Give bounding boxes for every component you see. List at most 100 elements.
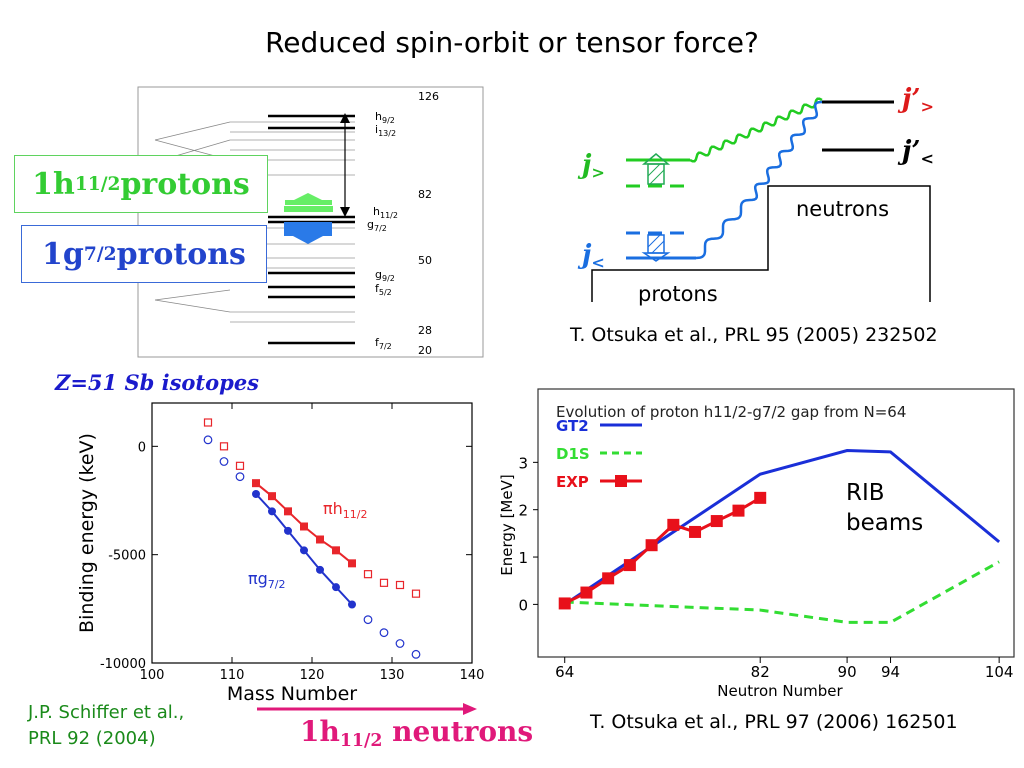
citation-prl95: T. Otsuka et al., PRL 95 (2005) 232502	[570, 324, 938, 346]
x-tick-label: 94	[881, 663, 900, 681]
x-tick-label: 104	[985, 663, 1014, 681]
level-label: 20	[418, 344, 432, 357]
data-point	[580, 586, 593, 599]
data-point	[732, 504, 745, 517]
neutron-label: 1h11/2 neutrons	[300, 715, 534, 752]
data-point-open	[395, 580, 405, 590]
data-point-filled	[268, 507, 276, 516]
hatched-up-arrow	[641, 153, 671, 165]
rib-beams-note: RIB beams	[846, 480, 924, 536]
y-tick-label: 0	[138, 440, 146, 455]
level-label: i13/2	[375, 123, 396, 138]
legend-entry: D1S	[556, 445, 590, 463]
data-point-open	[235, 472, 245, 482]
x-tick-label: 140	[460, 668, 485, 683]
neutron-arrow	[257, 703, 477, 715]
data-point	[667, 518, 680, 531]
data-point	[754, 491, 767, 504]
gap-arrow-head-top	[340, 113, 350, 123]
x-tick-label: 120	[300, 668, 325, 683]
right-chart-title: Evolution of proton h11/2-g7/2 gap from …	[556, 403, 906, 421]
label-j-prime-gt: j’>	[902, 84, 934, 116]
data-point-open	[203, 435, 213, 445]
right-plot-frame	[537, 388, 1015, 658]
y-tick-label: 1	[518, 549, 528, 567]
left-chart: 100 110 120 130 140 0 -5000 -10000 Mass Number Bi…	[76, 402, 485, 705]
data-point	[710, 515, 723, 528]
level-label: g7/2	[367, 218, 387, 233]
data-point-filled	[316, 565, 324, 574]
blue-wavy-line	[695, 100, 823, 260]
x-tick-label: 110	[220, 668, 245, 683]
x-tick-label: 90	[838, 663, 857, 681]
level-label: f7/2	[375, 336, 392, 351]
hatched-down-arrow	[641, 252, 671, 262]
data-point	[645, 539, 658, 552]
x-axis-label: Mass Number	[227, 683, 357, 705]
y-tick-label: -5000	[108, 549, 146, 564]
level-label: 28	[418, 324, 432, 337]
data-point-filled	[252, 490, 260, 498]
x-tick-label: 64	[555, 663, 574, 681]
legend-entry: GT2	[556, 417, 589, 435]
data-point	[623, 559, 636, 572]
label-j-lt: j<	[582, 240, 605, 272]
data-point-filled	[332, 546, 340, 555]
series-line	[564, 560, 1000, 624]
potential-well-outline	[591, 185, 931, 302]
right-chart: Evolution of proton h11/2-g7/2 gap from …	[498, 388, 1015, 700]
x-tick-label: 100	[140, 668, 165, 683]
slide-title: Reduced spin-orbit or tensor force?	[265, 26, 759, 59]
y-tick-label: -10000	[100, 657, 146, 672]
level-label: h9/2	[375, 110, 395, 125]
level-label: f5/2	[375, 282, 392, 297]
data-point-open	[363, 615, 373, 625]
y-axis-label: Binding energy (keV)	[76, 433, 98, 633]
data-point-filled	[300, 522, 308, 531]
y-tick-label: 3	[518, 454, 528, 472]
label-j-gt: j>	[582, 150, 605, 182]
data-point-open	[235, 461, 245, 470]
legend-entry: EXP	[556, 473, 589, 491]
x-tick-label: 82	[751, 663, 770, 681]
series-label: πg7/2	[248, 569, 286, 591]
label-j-prime-lt: j’<	[902, 136, 934, 168]
data-point-open	[379, 578, 389, 587]
y-axis-label: Energy [MeV]	[498, 474, 516, 575]
level-label: 126	[418, 90, 439, 103]
data-point-open	[363, 570, 373, 579]
green-up-arrow	[285, 193, 332, 205]
data-point-filled	[268, 492, 276, 501]
citation-prl97: T. Otsuka et al., PRL 97 (2006) 162501	[590, 711, 958, 733]
data-point	[558, 597, 571, 610]
gap-arrow-head-bottom	[340, 207, 350, 217]
level-label: 82	[418, 188, 432, 201]
data-point-open	[395, 639, 405, 648]
box-h11-protons: 1h 11/2 protons	[14, 155, 268, 213]
data-point-open	[219, 442, 229, 451]
left-chart-title: Z=51 Sb isotopes	[55, 370, 260, 395]
data-point-open	[411, 649, 421, 659]
level-label: g9/2	[375, 268, 395, 283]
series-label: πh11/2	[323, 499, 367, 521]
level-label: 50	[418, 254, 432, 267]
tensor-force-diagram	[591, 97, 931, 302]
x-tick-label: 130	[380, 668, 405, 683]
series-line	[564, 496, 761, 605]
data-point-open	[411, 589, 421, 598]
data-point	[689, 525, 702, 538]
series-line	[563, 449, 1001, 606]
data-point-filled	[316, 535, 324, 544]
box-g7-protons: 1g 7/2 protons	[21, 225, 267, 283]
data-point-open	[219, 457, 229, 466]
y-tick-label: 2	[518, 502, 528, 520]
data-point-filled	[284, 526, 292, 535]
data-point-filled	[300, 546, 308, 555]
label-neutrons: neutrons	[796, 197, 890, 221]
data-point-open	[203, 418, 213, 427]
level-label: h11/2	[373, 205, 398, 220]
x-axis-label: Neutron Number	[717, 682, 843, 700]
green-wavy-line	[689, 97, 823, 163]
